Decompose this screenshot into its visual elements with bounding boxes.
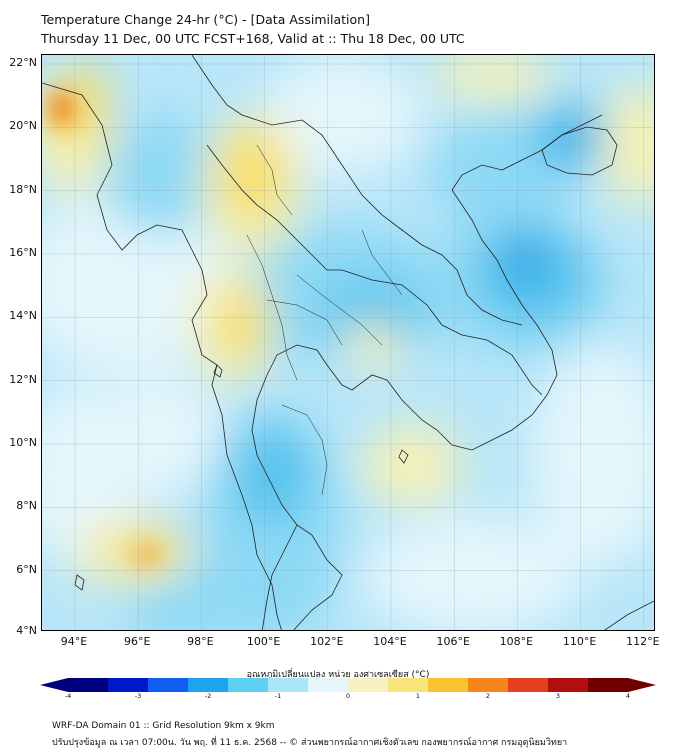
colorbar-segment [108,678,149,692]
field-region-cool-strong [550,120,594,160]
colorbar-tick: 2 [485,692,491,700]
field-region-neutral [262,55,422,175]
colorbar-segment [68,678,109,692]
footer-model-info: WRF-DA Domain 01 :: Grid Resolution 9km … [52,721,275,731]
temperature-hotspot-layer [48,90,161,563]
lon-label: 112°E [626,635,660,648]
lon-label: 94°E [60,635,88,648]
lat-label: 14°N [9,309,37,323]
lon-label: 102°E [310,635,344,648]
lon-label: 96°E [123,635,151,648]
field-region-cool-light [102,115,222,235]
coastline-borders [42,55,654,630]
colorbar-segment [268,678,309,692]
lat-label: 18°N [9,182,37,196]
gridlines [42,55,654,630]
lat-label: 8°N [16,499,37,513]
field-hotspot-warm-strong [133,547,161,563]
colorbar-segment [588,678,629,692]
lat-label: 20°N [9,119,37,133]
field-region-warm-light [362,425,462,505]
colorbar-max-arrow [628,678,656,692]
lon-label: 98°E [187,635,214,648]
field-region-warm-light [432,55,552,100]
lat-label: 12°N [9,372,37,386]
lat-label: 22°N [9,56,37,69]
field-region-warm-medium [102,525,182,565]
lat-label: 10°N [9,436,37,449]
colorbar-tick: 4 [625,692,631,700]
field-region-cool-strong [492,235,552,285]
lat-label: 16°N [9,246,37,259]
field-region-neutral [362,515,582,630]
lon-label: 100°E [246,635,281,648]
colorbar-min-arrow [40,678,68,692]
colorbar-tick: 1 [415,692,421,700]
colorbar-segment [508,678,549,692]
field-region-neutral [102,375,222,495]
field-region-warm-light [602,85,654,205]
colorbar-segment [428,678,469,692]
colorbar-tick: -3 [134,692,142,700]
chart-subtitle: Thursday 11 Dec, 00 UTC FCST+168, Valid … [41,31,465,46]
field-region-warm-medium [222,125,282,225]
colorbar-segment [348,678,389,692]
field-hotspot-hot [53,95,67,115]
map-area[interactable] [41,54,655,631]
lon-label: 110°E [562,635,597,648]
colorbar-segment [228,678,269,692]
temperature-field-layer [42,55,654,630]
lon-label: 108°E [499,635,534,648]
lat-label: 6°N [16,562,37,576]
colorbar-tick: 0 [345,692,351,700]
colorbar-segment [468,678,509,692]
colorbar-segment [188,678,229,692]
lon-label: 104°E [373,635,407,648]
colorbar-segment [548,678,589,692]
field-region-neutral [532,345,654,565]
footer-update-info: ปรับปรุงข้อมูล ณ เวลา 07:00น. วัน พฤ. ที… [52,738,568,748]
chart-title: Temperature Change 24-hr (°C) - [Data As… [41,12,370,27]
colorbar-segment [388,678,429,692]
field-region-warm-light [342,323,402,367]
colorbar-tick: -1 [274,692,282,700]
colorbar-label: อุณหภูมิเปลี่ยนแปลง หน่วย องศาเซลเซียส (… [246,670,430,680]
colorbar-segment [308,678,349,692]
field-region-cool-medium [322,280,422,350]
colorbar-tick: -4 [64,692,72,700]
colorbar [40,678,656,692]
field-region-warm-medium [217,290,267,360]
colorbar-tick: -2 [204,692,212,700]
field-region-cool-medium [232,425,312,525]
temperature-field-map [42,55,654,630]
field-region-neutral [42,195,232,375]
lon-label: 106°E [436,635,470,648]
colorbar-tick: 3 [555,692,561,700]
colorbar-segment [148,678,189,692]
lat-label: 4°N [16,624,37,637]
